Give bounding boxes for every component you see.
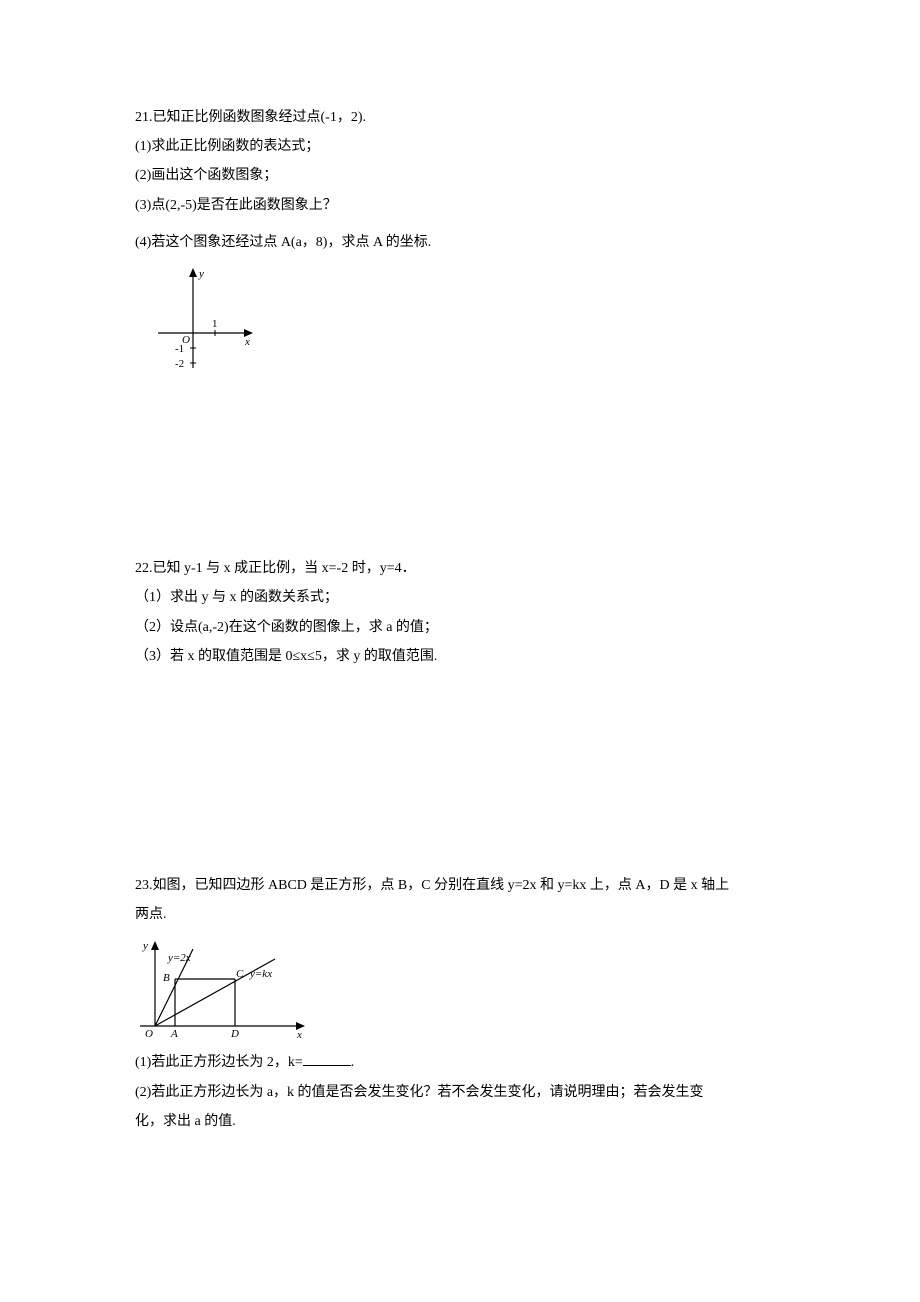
q21-tick-y1: -1 xyxy=(175,343,184,355)
q21-tick-x1: 1 xyxy=(212,318,218,330)
q21-y-label: y xyxy=(198,268,204,280)
q23-p1: (1)若此正方形边长为 2，k=. xyxy=(135,1050,785,1075)
q21-p1: (1)求此正比例函数的表达式； xyxy=(135,134,785,159)
q21-stem: 21.已知正比例函数图象经过点(-1，2). xyxy=(135,105,785,130)
q23-D-label: D xyxy=(230,1028,239,1040)
q23-C-label: C xyxy=(236,968,244,980)
q23-y-label: y xyxy=(142,940,148,952)
q23-line1-label: y=2x xyxy=(167,952,191,964)
q23-p2-b: 化，求出 a 的值. xyxy=(135,1109,785,1134)
q23-blank[interactable] xyxy=(303,1051,351,1066)
q23-stem-b: 两点. xyxy=(135,902,785,927)
q21-axis-figure: y x O 1 -1 -2 xyxy=(153,263,785,392)
q21-tick-y2: -2 xyxy=(175,358,184,370)
q21-x-label: x xyxy=(244,336,250,348)
q23-p1-a: (1)若此正方形边长为 2，k= xyxy=(135,1055,303,1070)
q23-O-label: O xyxy=(145,1028,153,1040)
q23-line2-label: y=kx xyxy=(249,968,272,980)
q22-stem: 22.已知 y-1 与 x 成正比例，当 x=-2 时，y=4． xyxy=(135,556,785,581)
q23-p2-a: (2)若此正方形边长为 a，k 的值是否会发生变化？若不会发生变化，请说明理由；… xyxy=(135,1080,785,1105)
q23-B-label: B xyxy=(163,972,170,984)
q21-p3: (3)点(2,-5)是否在此函数图象上？ xyxy=(135,193,785,218)
q22-p2: （2）设点(a,-2)在这个函数的图像上，求 a 的值； xyxy=(135,615,785,640)
q22-p1: （1）求出 y 与 x 的函数关系式； xyxy=(135,585,785,610)
q21-p4: (4)若这个图象还经过点 A(a，8)，求点 A 的坐标. xyxy=(135,230,785,255)
q23-p1-b: . xyxy=(351,1055,355,1070)
q23-figure: y x O A D B C y=2x y=kx xyxy=(135,931,785,1050)
q23-x-label: x xyxy=(296,1029,302,1041)
q23-stem-a: 23.如图，已知四边形 ABCD 是正方形，点 B，C 分别在直线 y=2x 和… xyxy=(135,873,785,898)
q22-p3: （3）若 x 的取值范围是 0≤x≤5，求 y 的取值范围. xyxy=(135,644,785,669)
q23-A-label: A xyxy=(170,1028,178,1040)
q21-p2: (2)画出这个函数图象； xyxy=(135,163,785,188)
